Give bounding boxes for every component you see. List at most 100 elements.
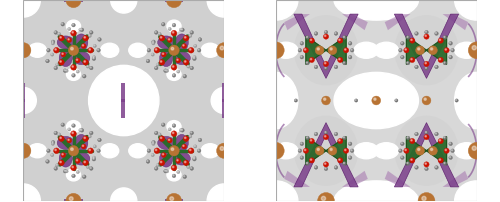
Circle shape — [414, 66, 418, 69]
Circle shape — [199, 39, 200, 40]
Ellipse shape — [394, 16, 458, 86]
Circle shape — [147, 49, 150, 53]
Circle shape — [70, 0, 73, 1]
Ellipse shape — [334, 0, 418, 21]
Circle shape — [404, 148, 409, 154]
Circle shape — [468, 43, 485, 59]
Ellipse shape — [254, 181, 298, 202]
Circle shape — [52, 43, 54, 46]
Circle shape — [84, 137, 86, 139]
Circle shape — [169, 146, 179, 156]
Circle shape — [295, 100, 296, 101]
Circle shape — [443, 162, 447, 165]
Circle shape — [184, 60, 189, 66]
Circle shape — [184, 137, 186, 139]
Circle shape — [438, 39, 444, 44]
Circle shape — [54, 167, 58, 170]
Circle shape — [89, 149, 90, 151]
Circle shape — [191, 168, 192, 169]
Circle shape — [183, 175, 186, 179]
Circle shape — [90, 168, 91, 169]
Circle shape — [182, 44, 186, 49]
Circle shape — [180, 29, 184, 33]
Circle shape — [76, 59, 80, 64]
Circle shape — [166, 170, 168, 173]
Circle shape — [70, 48, 73, 51]
Circle shape — [52, 43, 53, 44]
Circle shape — [338, 139, 343, 144]
Bar — [121, 84, 124, 102]
Circle shape — [46, 60, 50, 63]
Circle shape — [344, 148, 348, 154]
Ellipse shape — [100, 44, 118, 58]
Circle shape — [83, 60, 88, 66]
Circle shape — [76, 160, 78, 161]
Circle shape — [54, 168, 56, 169]
Circle shape — [374, 98, 379, 104]
Circle shape — [77, 71, 78, 72]
Circle shape — [325, 32, 326, 33]
Circle shape — [438, 58, 444, 63]
Circle shape — [194, 145, 197, 148]
Circle shape — [58, 34, 59, 35]
Polygon shape — [284, 15, 310, 31]
Circle shape — [182, 144, 186, 149]
Circle shape — [268, 143, 284, 159]
Circle shape — [314, 66, 318, 69]
Circle shape — [338, 39, 343, 44]
Circle shape — [164, 169, 168, 173]
Circle shape — [151, 54, 154, 57]
Circle shape — [298, 149, 302, 153]
Circle shape — [68, 28, 71, 32]
Circle shape — [207, 0, 242, 18]
Circle shape — [424, 99, 426, 101]
Ellipse shape — [66, 69, 80, 81]
Circle shape — [451, 49, 454, 53]
Circle shape — [176, 159, 180, 164]
Circle shape — [411, 140, 412, 141]
Circle shape — [330, 49, 332, 51]
Circle shape — [56, 164, 57, 165]
Circle shape — [301, 57, 302, 58]
Circle shape — [220, 147, 224, 151]
Circle shape — [449, 156, 452, 160]
Circle shape — [159, 136, 164, 142]
Circle shape — [335, 33, 336, 34]
Circle shape — [72, 175, 74, 176]
Circle shape — [87, 66, 88, 67]
Circle shape — [184, 37, 186, 39]
Circle shape — [324, 163, 326, 164]
Circle shape — [410, 139, 415, 144]
Circle shape — [168, 140, 170, 141]
Circle shape — [324, 63, 326, 64]
Circle shape — [271, 46, 276, 50]
Polygon shape — [442, 15, 468, 31]
Circle shape — [72, 124, 76, 128]
Circle shape — [93, 57, 94, 58]
Circle shape — [322, 196, 326, 201]
Circle shape — [67, 138, 71, 143]
Circle shape — [351, 150, 352, 151]
Circle shape — [61, 23, 64, 27]
Circle shape — [166, 193, 182, 202]
Circle shape — [52, 141, 55, 144]
Circle shape — [92, 156, 96, 159]
Circle shape — [159, 160, 164, 166]
Circle shape — [66, 193, 81, 202]
Circle shape — [50, 154, 54, 157]
Circle shape — [304, 49, 306, 51]
Circle shape — [425, 63, 426, 64]
Polygon shape — [384, 171, 410, 187]
Circle shape — [77, 171, 78, 172]
Circle shape — [90, 68, 91, 69]
Circle shape — [90, 67, 93, 70]
Circle shape — [324, 67, 328, 71]
Circle shape — [424, 135, 429, 140]
Circle shape — [300, 56, 304, 60]
Circle shape — [314, 33, 318, 36]
Circle shape — [349, 143, 350, 144]
Circle shape — [406, 62, 410, 65]
Circle shape — [342, 62, 346, 65]
Ellipse shape — [374, 43, 398, 59]
Polygon shape — [426, 37, 446, 65]
